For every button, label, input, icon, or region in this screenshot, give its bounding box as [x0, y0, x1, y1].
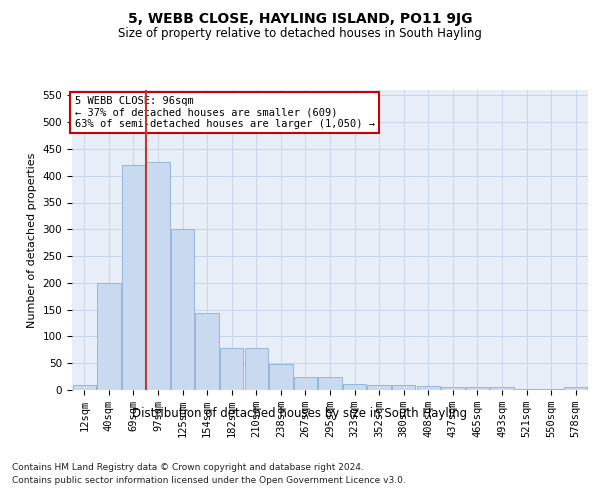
Bar [245, 348, 268, 390]
Bar [220, 348, 244, 390]
Bar [196, 314, 219, 390]
Bar [269, 364, 293, 390]
Text: Size of property relative to detached houses in South Hayling: Size of property relative to detached ho… [118, 28, 482, 40]
Bar [490, 388, 514, 390]
Bar [97, 283, 121, 390]
Bar [515, 389, 538, 390]
Bar [319, 376, 341, 390]
Text: Contains public sector information licensed under the Open Government Licence v3: Contains public sector information licen… [12, 476, 406, 485]
Bar [441, 388, 464, 390]
Bar [294, 376, 317, 390]
Bar [122, 165, 145, 390]
Bar [73, 384, 96, 390]
Bar [343, 384, 366, 390]
Text: Distribution of detached houses by size in South Hayling: Distribution of detached houses by size … [133, 408, 467, 420]
Text: 5, WEBB CLOSE, HAYLING ISLAND, PO11 9JG: 5, WEBB CLOSE, HAYLING ISLAND, PO11 9JG [128, 12, 472, 26]
Bar [466, 388, 489, 390]
Bar [171, 230, 194, 390]
Bar [416, 386, 440, 390]
Y-axis label: Number of detached properties: Number of detached properties [27, 152, 37, 328]
Text: 5 WEBB CLOSE: 96sqm
← 37% of detached houses are smaller (609)
63% of semi-detac: 5 WEBB CLOSE: 96sqm ← 37% of detached ho… [74, 96, 374, 129]
Bar [539, 389, 563, 390]
Bar [146, 162, 170, 390]
Bar [367, 384, 391, 390]
Text: Contains HM Land Registry data © Crown copyright and database right 2024.: Contains HM Land Registry data © Crown c… [12, 462, 364, 471]
Bar [564, 388, 587, 390]
Bar [392, 384, 415, 390]
